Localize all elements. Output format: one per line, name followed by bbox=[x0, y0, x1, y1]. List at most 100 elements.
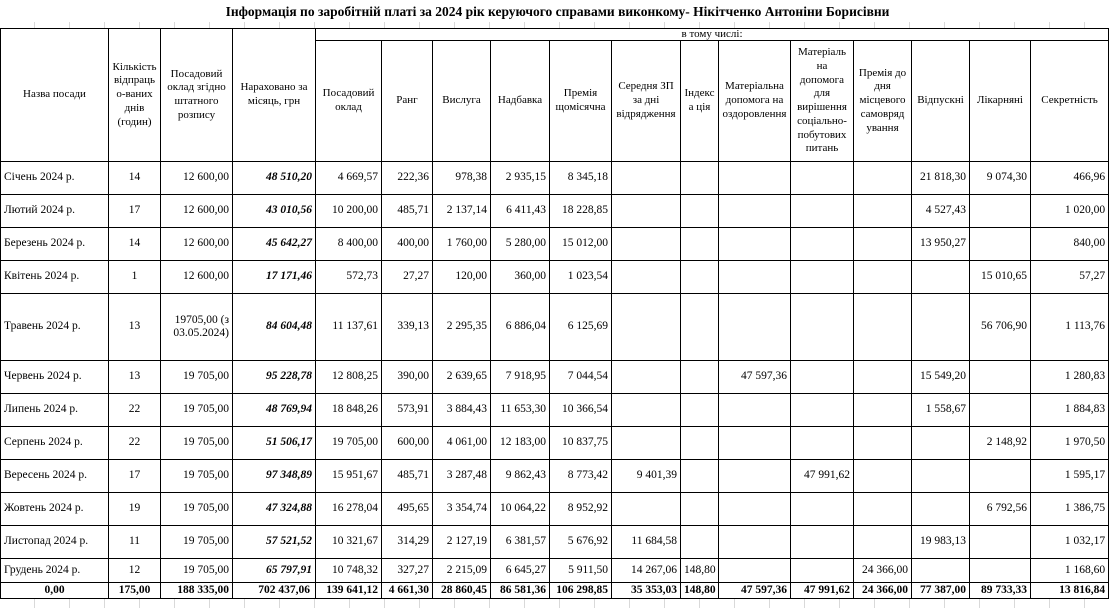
value-cell bbox=[611, 393, 681, 427]
value-cell: 4 669,57 bbox=[315, 161, 382, 195]
value-cell bbox=[611, 227, 681, 261]
value-cell bbox=[611, 492, 681, 526]
total-cell: 175,00 bbox=[108, 582, 161, 599]
table-row-month-4: Квітень 2024 р. 1 12 600,00 17 171,46 572,73… bbox=[0, 260, 1110, 294]
value-cell: 57,27 bbox=[1029, 260, 1110, 294]
value-cell bbox=[911, 459, 970, 493]
value-cell bbox=[853, 459, 912, 493]
total-cell: 188 335,00 bbox=[160, 582, 233, 599]
value-cell: 400,00 bbox=[381, 227, 433, 261]
table-header: Назва посади Кількість відпрацьо-ваних дн… bbox=[0, 28, 1110, 162]
value-cell bbox=[853, 161, 912, 195]
value-cell: 1 386,75 bbox=[1029, 492, 1110, 526]
value-cell: 12 bbox=[108, 558, 161, 583]
value-cell bbox=[790, 293, 854, 361]
value-cell bbox=[853, 360, 912, 394]
column-header-15: Лікарняні bbox=[969, 40, 1031, 162]
month-cell: Листопад 2024 р. bbox=[0, 525, 109, 559]
value-cell: 6 411,43 bbox=[490, 194, 550, 228]
value-cell bbox=[853, 525, 912, 559]
value-cell bbox=[680, 426, 719, 460]
value-cell: 2 935,15 bbox=[490, 161, 550, 195]
value-cell bbox=[718, 492, 791, 526]
value-cell: 19705,00 (з 03.05.2024) bbox=[160, 293, 233, 361]
value-cell: 8 952,92 bbox=[549, 492, 612, 526]
total-cell: 35 353,03 bbox=[611, 582, 681, 599]
value-cell bbox=[680, 227, 719, 261]
column-header-14: Відпускні bbox=[911, 40, 970, 162]
value-cell bbox=[718, 161, 791, 195]
total-cell: 106 298,85 bbox=[549, 582, 612, 599]
value-cell: 10 064,22 bbox=[490, 492, 550, 526]
value-cell bbox=[680, 293, 719, 361]
table-row-month-12: Грудень 2024 р. 12 19 705,00 65 797,91 10 74… bbox=[0, 558, 1110, 583]
value-cell: 19 705,00 bbox=[160, 360, 233, 394]
value-cell: 97 348,89 bbox=[232, 459, 316, 493]
value-cell: 6 645,27 bbox=[490, 558, 550, 583]
value-cell: 19 705,00 bbox=[160, 558, 233, 583]
column-header-1: Кількість відпрацьо-ваних днів (годин) bbox=[108, 28, 161, 162]
value-cell: 24 366,00 bbox=[853, 558, 912, 583]
value-cell: 65 797,91 bbox=[232, 558, 316, 583]
value-cell bbox=[680, 194, 719, 228]
total-cell: 28 860,45 bbox=[432, 582, 491, 599]
value-cell: 390,00 bbox=[381, 360, 433, 394]
value-cell bbox=[790, 558, 854, 583]
value-cell: 16 278,04 bbox=[315, 492, 382, 526]
month-cell: Травень 2024 р. bbox=[0, 293, 109, 361]
column-header-3: Нараховано за місяць, грн bbox=[232, 28, 316, 162]
value-cell: 2 295,35 bbox=[432, 293, 491, 361]
value-cell bbox=[853, 393, 912, 427]
value-cell: 17 bbox=[108, 194, 161, 228]
value-cell: 18 228,85 bbox=[549, 194, 612, 228]
value-cell bbox=[718, 393, 791, 427]
value-cell bbox=[680, 459, 719, 493]
value-cell: 19 705,00 bbox=[160, 492, 233, 526]
value-cell: 1 113,76 bbox=[1029, 293, 1110, 361]
value-cell: 466,96 bbox=[1029, 161, 1110, 195]
value-cell: 14 bbox=[108, 161, 161, 195]
value-cell: 3 884,43 bbox=[432, 393, 491, 427]
value-cell: 572,73 bbox=[315, 260, 382, 294]
total-cell: 24 366,00 bbox=[853, 582, 912, 599]
value-cell bbox=[853, 260, 912, 294]
month-cell: Квітень 2024 р. bbox=[0, 260, 109, 294]
value-cell: 3 354,74 bbox=[432, 492, 491, 526]
table-body: Січень 2024 р. 14 12 600,00 48 510,20 4 669,… bbox=[0, 161, 1110, 599]
value-cell: 10 366,54 bbox=[549, 393, 612, 427]
value-cell bbox=[718, 227, 791, 261]
value-cell bbox=[718, 558, 791, 583]
value-cell bbox=[680, 393, 719, 427]
value-cell: 27,27 bbox=[381, 260, 433, 294]
value-cell: 12 600,00 bbox=[160, 260, 233, 294]
value-cell: 11 653,30 bbox=[490, 393, 550, 427]
value-cell bbox=[718, 293, 791, 361]
value-cell bbox=[969, 360, 1031, 394]
table-row-month-3: Березень 2024 р. 14 12 600,00 45 642,27 8 40… bbox=[0, 227, 1110, 261]
value-cell: 48 769,94 bbox=[232, 393, 316, 427]
value-cell bbox=[790, 525, 854, 559]
table-row-month-2: Лютий 2024 р. 17 12 600,00 43 010,56 10 200,… bbox=[0, 194, 1110, 228]
total-cell: 86 581,36 bbox=[490, 582, 550, 599]
value-cell: 8 345,18 bbox=[549, 161, 612, 195]
value-cell: 1 168,60 bbox=[1029, 558, 1110, 583]
value-cell bbox=[853, 293, 912, 361]
table-row-totals: 0,00 175,00 188 335,00 702 437,06 139 641,12… bbox=[0, 582, 1110, 599]
month-cell: Липень 2024 р. bbox=[0, 393, 109, 427]
value-cell bbox=[790, 426, 854, 460]
value-cell bbox=[790, 161, 854, 195]
table-row-month-11: Листопад 2024 р. 11 19 705,00 57 521,52 10 3… bbox=[0, 525, 1110, 559]
table-row-month-6: Червень 2024 р. 13 19 705,00 95 228,78 12 80… bbox=[0, 360, 1110, 394]
value-cell: 10 200,00 bbox=[315, 194, 382, 228]
value-cell: 485,71 bbox=[381, 194, 433, 228]
month-cell: Червень 2024 р. bbox=[0, 360, 109, 394]
value-cell: 12 600,00 bbox=[160, 161, 233, 195]
value-cell: 327,27 bbox=[381, 558, 433, 583]
total-cell: 77 387,00 bbox=[911, 582, 970, 599]
value-cell: 15 010,65 bbox=[969, 260, 1031, 294]
value-cell: 11 bbox=[108, 525, 161, 559]
value-cell bbox=[680, 360, 719, 394]
value-cell bbox=[969, 393, 1031, 427]
value-cell bbox=[853, 426, 912, 460]
value-cell: 51 506,17 bbox=[232, 426, 316, 460]
